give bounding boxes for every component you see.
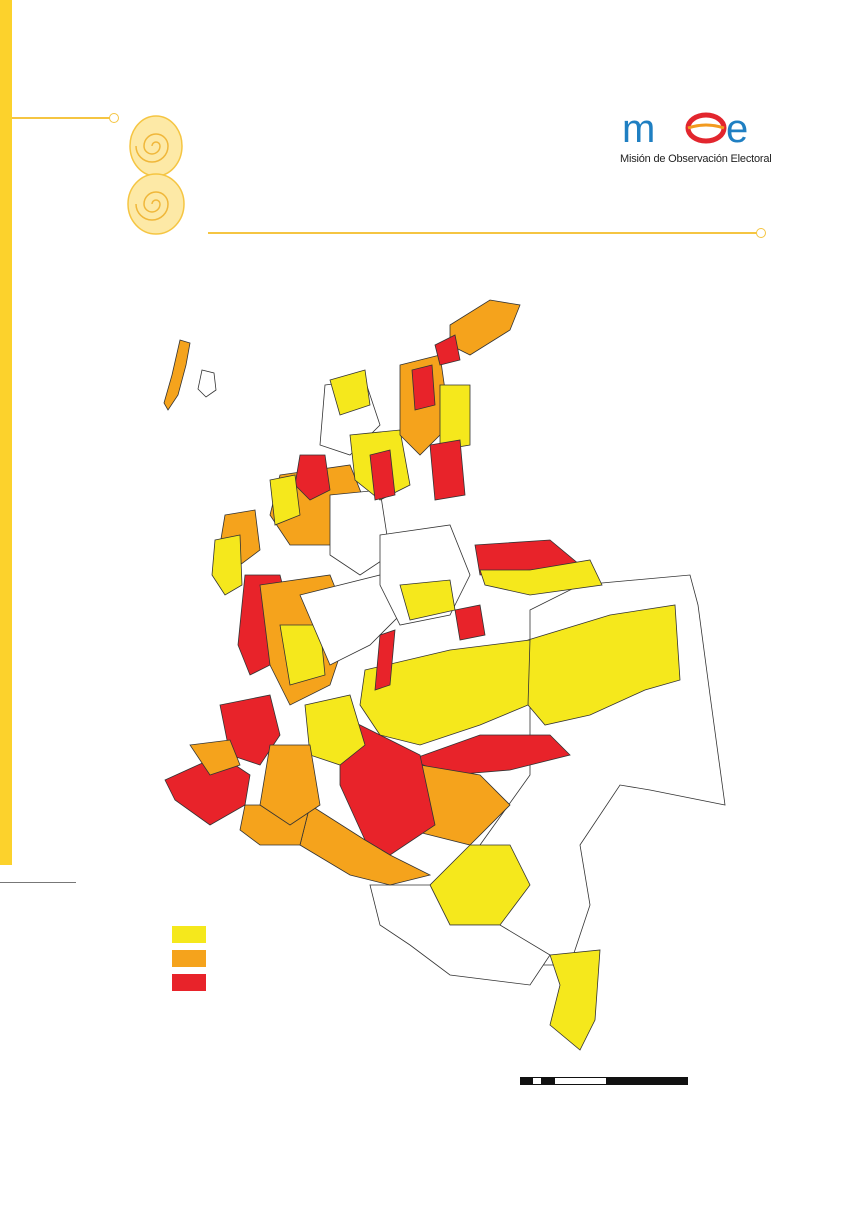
map-region-cesar-red xyxy=(429,439,466,501)
map-region-caqueta-orange xyxy=(299,804,432,886)
map-region-guajira-orange xyxy=(449,299,521,356)
map-scale-bar xyxy=(520,1077,688,1085)
logo-caption: Misión de Observación Electoral xyxy=(620,153,772,165)
map-region-meta-yellow xyxy=(359,639,531,746)
top-left-rule-dot xyxy=(109,113,119,123)
legend-swatch-low xyxy=(172,925,206,943)
moe-logo-mark: m e xyxy=(622,107,748,151)
header-rule xyxy=(208,232,758,234)
top-left-rule xyxy=(12,117,112,119)
side-accent-bar xyxy=(0,0,12,865)
map-region-bolivar-red xyxy=(369,449,396,501)
moe-logo: m e Misión de Observación Electoral xyxy=(620,107,772,170)
map-region-casanare-red xyxy=(454,604,486,641)
map-region-boyaca-yellow xyxy=(399,579,456,621)
map-region-magdalena-red xyxy=(411,364,436,411)
map-region-south-white xyxy=(369,884,551,986)
header-rule-dot xyxy=(756,228,766,238)
svg-text:e: e xyxy=(726,108,748,150)
map-region-coast-yellow xyxy=(211,534,243,596)
bottom-left-rule xyxy=(0,882,76,883)
map-region-atlantico-yellow xyxy=(329,369,371,416)
map-region-providencia xyxy=(197,369,217,398)
map-region-arauca-yellow xyxy=(479,559,603,596)
map-region-caqueta-red xyxy=(339,714,436,856)
legend-item xyxy=(172,946,214,970)
map-region-tolima-red xyxy=(374,629,396,691)
map-legend xyxy=(172,922,214,994)
legend-swatch-medium xyxy=(172,949,206,967)
colombia-choropleth-map xyxy=(163,299,726,1051)
legend-swatch-high xyxy=(172,973,206,991)
map-region-san-andres xyxy=(163,339,191,411)
map-region-vichada-yellow xyxy=(527,604,681,726)
legend-item xyxy=(172,970,214,994)
map-region-andes-yellow xyxy=(279,624,326,686)
swirl-emblem-icon xyxy=(127,115,185,235)
map-region-cesar-yellow xyxy=(439,384,471,451)
map-region-narino-orange xyxy=(189,739,241,776)
map-region-cordoba-yellow xyxy=(269,474,301,526)
svg-text:m: m xyxy=(622,108,655,150)
map-region-guajira-red xyxy=(434,334,461,366)
legend-item xyxy=(172,922,214,946)
map-region-amazonas-yellow xyxy=(549,949,601,1051)
map-region-cauca-mix xyxy=(259,744,321,826)
